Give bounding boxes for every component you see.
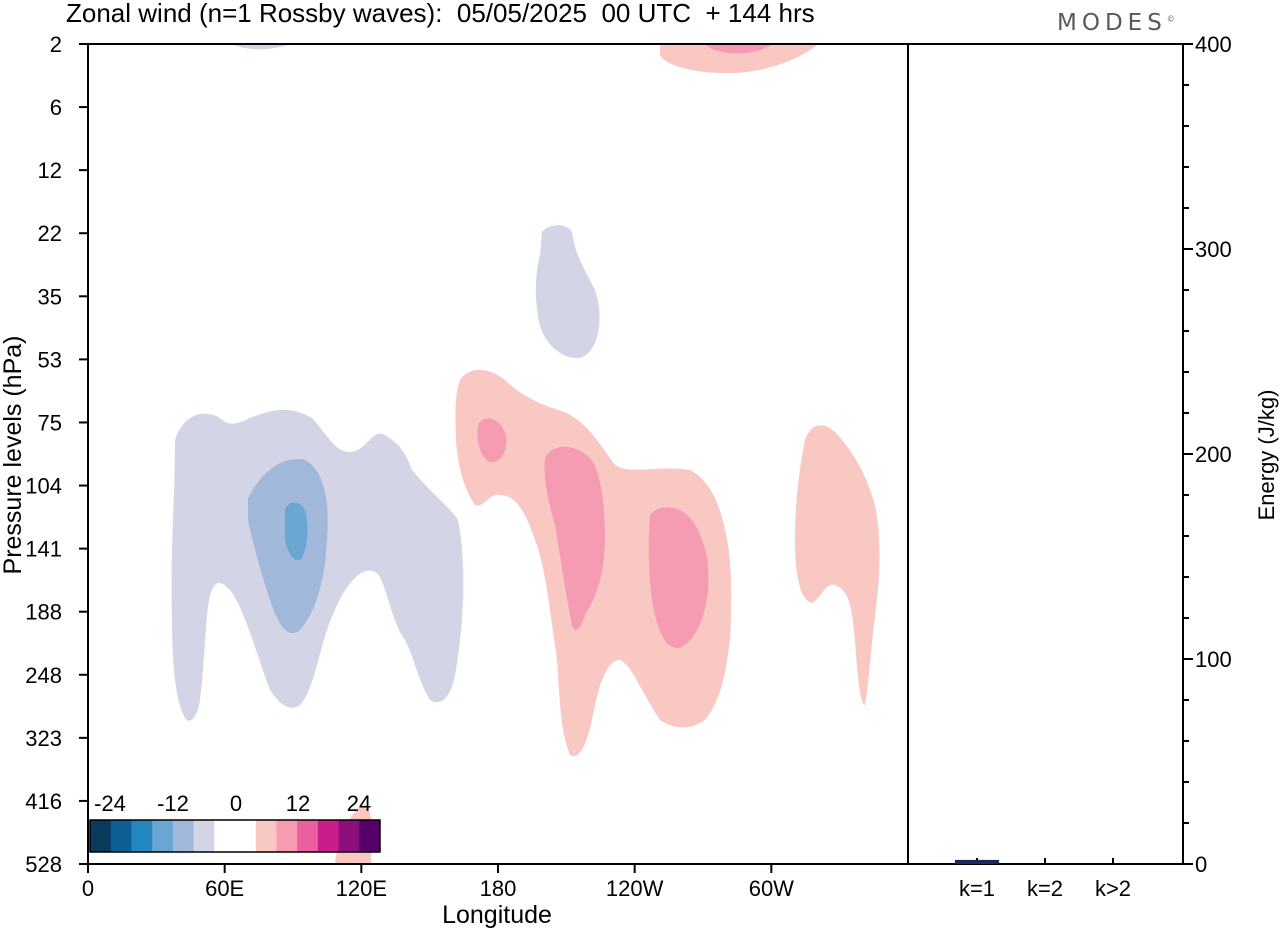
colorbar-swatch	[172, 820, 195, 852]
y-tick-label: 104	[25, 474, 62, 499]
colorbar-swatch	[297, 820, 319, 852]
y-tick-label: 2	[50, 32, 62, 57]
colorbar-swatch	[131, 820, 153, 852]
y-tick-label: 35	[38, 284, 62, 309]
energy-tick-label: 200	[1195, 442, 1232, 467]
modes-logo: MODES©	[1057, 10, 1175, 36]
y-tick-label: 528	[25, 852, 62, 877]
contour-westerly-core-west	[544, 446, 605, 631]
colorbar-swatch	[276, 820, 298, 852]
energy-tick-label: 100	[1195, 647, 1232, 672]
colorbar-label: -24	[94, 791, 126, 816]
colorbar-swatch	[338, 820, 360, 852]
x-tick-label: 180	[480, 876, 517, 901]
colorbar-swatch	[90, 820, 112, 852]
contour-easterly-stratosphere	[535, 225, 600, 359]
x-tick-label: 60W	[749, 876, 794, 901]
y-tick-label: 53	[38, 347, 62, 372]
energy-category-label: k=1	[959, 876, 995, 901]
colorbar-label: 24	[347, 791, 371, 816]
colorbar-swatch	[152, 820, 174, 852]
contour-westerly-core-east	[648, 507, 709, 649]
x-tick-label: 60E	[205, 876, 244, 901]
x-tick-label: 0	[82, 876, 94, 901]
y-tick-label: 12	[38, 158, 62, 183]
colorbar-frame	[89, 819, 381, 853]
contour-westerly-far-east	[795, 425, 880, 705]
colorbar-swatch	[214, 820, 236, 852]
colorbar-label: 0	[230, 791, 242, 816]
brand-mark: ©	[1166, 14, 1175, 24]
energy-tick-label: 300	[1195, 237, 1232, 262]
chart-title: Zonal wind (n=1 Rossby waves): 05/05/202…	[66, 0, 815, 28]
contour-easterly-upper	[232, 44, 292, 50]
colorbar-swatch	[255, 820, 277, 852]
x-tick-label: 120W	[606, 876, 664, 901]
colorbar-swatch	[235, 820, 257, 852]
y-tick-label: 22	[38, 221, 62, 246]
energy-bars: k=1 k=2 k>2	[955, 858, 1131, 901]
contour-layer	[171, 44, 880, 864]
colorbar-swatch	[359, 820, 381, 852]
y-tick-label: 188	[25, 600, 62, 625]
colorbar-swatch	[110, 820, 132, 852]
energy-tick-label: 400	[1195, 32, 1232, 57]
y-tick-label: 416	[25, 789, 62, 814]
brand-text: MODES	[1057, 10, 1167, 36]
longitude-axis: 0 60E 120E 180 120W 60W	[82, 864, 794, 901]
colorbar-swatch	[317, 820, 340, 852]
energy-tick-label: 0	[1195, 852, 1207, 877]
colorbar-swatch	[193, 820, 215, 852]
energy-category-label: k>2	[1095, 876, 1131, 901]
y-tick-label: 6	[50, 95, 62, 120]
energy-bar	[955, 859, 999, 864]
colorbar-legend: -24 -12 0 12 24	[89, 791, 381, 853]
contour-westerly-upper-core	[706, 44, 772, 54]
colorbar-label: 12	[286, 791, 310, 816]
contour-easterly-max	[285, 502, 308, 561]
energy-category-label: k=2	[1027, 876, 1063, 901]
energy-axis: 0 100 200 300 400	[1183, 32, 1232, 877]
contour-westerly-spot	[477, 418, 507, 463]
pressure-axis: 2 6 12 22 35 53 75 104 141 188 248 323 416 528	[25, 32, 88, 877]
energy-plot-frame	[907, 43, 1184, 865]
y-tick-label: 323	[25, 726, 62, 751]
x-tick-label: 120E	[336, 876, 387, 901]
y-axis-label: Pressure levels (hPa)	[0, 336, 27, 575]
y-tick-label: 141	[25, 537, 62, 562]
x-axis-label: Longitude	[442, 901, 552, 929]
energy-axis-label: Energy (J/kg)	[1254, 390, 1279, 521]
y-tick-label: 75	[38, 410, 62, 435]
colorbar-label: -12	[157, 791, 189, 816]
contour-westerly-upper	[660, 44, 818, 74]
y-tick-label: 248	[25, 663, 62, 688]
